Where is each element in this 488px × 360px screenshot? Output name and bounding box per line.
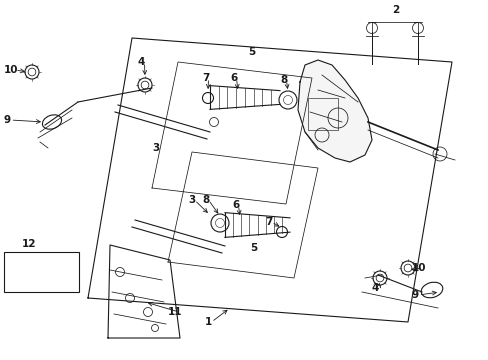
Circle shape: [36, 264, 52, 280]
Text: 4: 4: [371, 283, 379, 293]
Text: 12: 12: [22, 239, 37, 249]
Bar: [307, 98, 337, 130]
Text: 6: 6: [229, 73, 237, 83]
Text: 9: 9: [4, 115, 11, 125]
Circle shape: [14, 266, 26, 279]
Text: 7: 7: [264, 217, 272, 227]
Text: 1: 1: [204, 317, 212, 327]
Text: 7: 7: [202, 73, 209, 83]
Text: 8: 8: [202, 195, 209, 205]
Text: 10: 10: [411, 263, 426, 273]
Bar: [4, 252, 79, 292]
Text: 3: 3: [187, 195, 195, 205]
Text: 4: 4: [138, 57, 145, 67]
Text: 10: 10: [4, 65, 19, 75]
Text: 3: 3: [152, 143, 159, 153]
Polygon shape: [297, 60, 371, 162]
Text: 11: 11: [168, 307, 182, 317]
Text: 5: 5: [247, 47, 255, 57]
Text: 5: 5: [249, 243, 257, 253]
Text: 6: 6: [231, 200, 239, 210]
Circle shape: [55, 266, 68, 279]
Text: 2: 2: [391, 5, 398, 15]
Text: 8: 8: [280, 75, 286, 85]
Text: 9: 9: [411, 290, 418, 300]
